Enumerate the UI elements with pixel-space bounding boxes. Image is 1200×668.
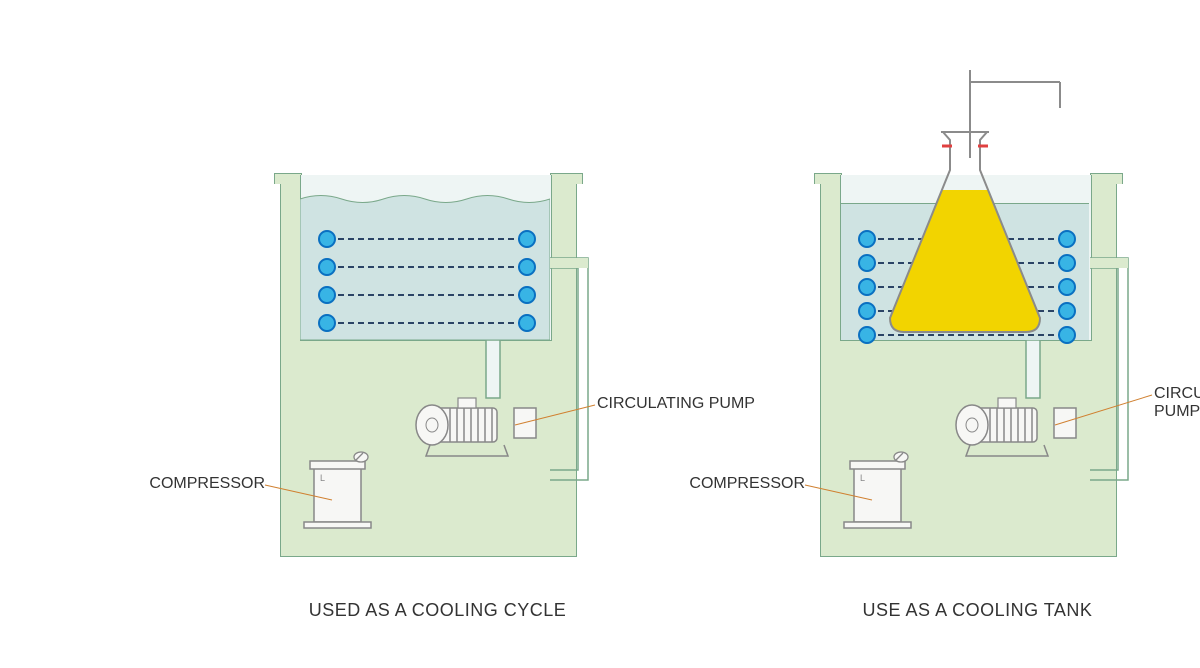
circulating-pump-label: CIRCULATING PUMP — [597, 395, 755, 413]
compressor-label: COMPRESSOR — [687, 475, 805, 493]
coil-row — [328, 266, 524, 268]
leader-line — [263, 483, 334, 502]
coil-node — [518, 314, 536, 332]
coil-node — [318, 230, 336, 248]
coil-row — [328, 238, 524, 240]
leader-line — [1053, 393, 1154, 427]
panel-caption: USE AS A COOLING TANK — [800, 600, 1155, 621]
coil-node — [518, 286, 536, 304]
leader-line — [803, 483, 874, 502]
leader-line — [513, 403, 597, 427]
panel-caption: USED AS A COOLING CYCLE — [260, 600, 615, 621]
flask-icon — [835, 110, 1095, 370]
coil-node — [318, 314, 336, 332]
coil-node — [518, 230, 536, 248]
svg-text:L: L — [860, 473, 865, 483]
lid-left — [274, 173, 302, 184]
compressor-label: COMPRESSOR — [147, 475, 265, 493]
lid-right — [550, 173, 583, 184]
coil-node — [518, 258, 536, 276]
coil-row — [328, 322, 524, 324]
coil-node — [318, 286, 336, 304]
coil-row — [328, 294, 524, 296]
coil-node — [318, 258, 336, 276]
water-body — [300, 175, 550, 340]
circulating-pump-label: CIRCULATING PUMP — [1154, 385, 1200, 421]
svg-text:L: L — [320, 473, 325, 483]
